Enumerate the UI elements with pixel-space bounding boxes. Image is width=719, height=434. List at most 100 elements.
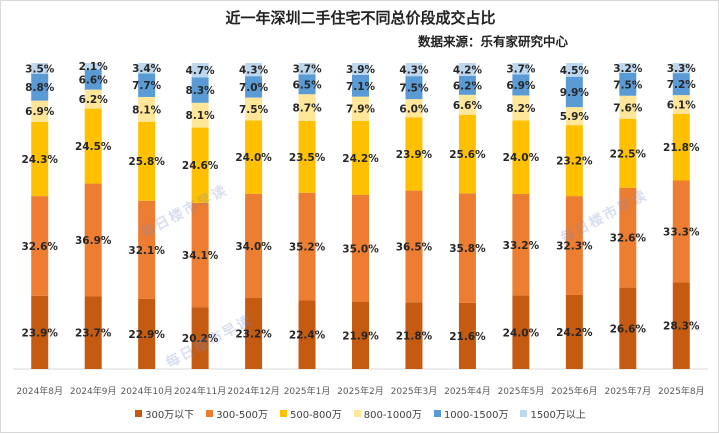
- data-label: 23.5%: [289, 152, 326, 164]
- data-label: 36.9%: [75, 235, 112, 247]
- data-label: 7.0%: [239, 82, 269, 94]
- data-label: 24.6%: [182, 160, 219, 172]
- data-label: 7.9%: [346, 104, 376, 116]
- data-label: 20.2%: [182, 333, 219, 345]
- legend-swatch: [279, 410, 287, 417]
- bar-segment: [512, 193, 530, 296]
- bar-segment: [298, 192, 316, 301]
- data-label: 6.9%: [506, 80, 536, 92]
- bar-segment: [298, 300, 316, 369]
- data-label: 23.2%: [235, 329, 272, 341]
- data-label: 3.2%: [613, 63, 643, 75]
- legend-item: 1500万以上: [520, 406, 586, 421]
- bar-segment: [565, 107, 583, 126]
- bar-segment: [458, 193, 476, 303]
- bar-segment: [138, 121, 156, 201]
- bar-segment: [672, 63, 690, 74]
- chart-subtitle: 数据来源：乐有家研究中心: [417, 34, 568, 49]
- data-label: 6.9%: [25, 106, 55, 118]
- bar-segment: [512, 95, 530, 121]
- data-label: 32.6%: [610, 233, 647, 245]
- bar-segment: [352, 63, 369, 75]
- data-label: 21.9%: [342, 330, 379, 342]
- data-label: 26.6%: [610, 323, 647, 335]
- data-label: 4.3%: [239, 65, 269, 77]
- data-label: 7.5%: [239, 104, 269, 116]
- data-label: 6.1%: [667, 99, 697, 111]
- bar-segment: [565, 196, 583, 295]
- legend-item: 500-800万: [279, 406, 342, 421]
- bar-segment: [352, 301, 369, 369]
- bar-segment: [672, 180, 690, 283]
- data-label: 6.5%: [292, 79, 322, 91]
- x-tick-label: 2024年8月: [16, 385, 63, 397]
- bar-segment: [191, 202, 209, 308]
- chart-legend: 300万以下 300-500万 500-800万 800-1000万 1000-1500…: [1, 406, 719, 421]
- x-tick-label: 2024年10月: [120, 385, 172, 397]
- bar-segment: [458, 75, 476, 95]
- data-label: 25.6%: [449, 149, 486, 161]
- bar-segment: [31, 295, 49, 369]
- data-label: 25.8%: [128, 156, 165, 168]
- bar-segment: [31, 100, 49, 122]
- bar-segment: [619, 118, 637, 188]
- bar-segment: [405, 99, 423, 118]
- data-label: 24.0%: [235, 152, 272, 164]
- chart-title: 近一年深圳二手住宅不同总价段成交占比: [225, 9, 496, 27]
- bar-segment: [31, 196, 49, 296]
- data-label: 34.0%: [235, 241, 272, 253]
- bar-segment: [31, 73, 49, 101]
- legend-item: 300万以下: [135, 406, 194, 421]
- data-label: 7.1%: [346, 81, 376, 93]
- legend-item: 800-1000万: [353, 406, 422, 421]
- bar-segment: [138, 63, 156, 74]
- x-tick-label: 2025年8月: [658, 385, 705, 397]
- bar-segment: [191, 77, 209, 103]
- data-label: 22.4%: [289, 330, 326, 342]
- data-label: 23.9%: [22, 327, 59, 339]
- data-label: 23.2%: [556, 156, 593, 168]
- bar-segment: [191, 63, 209, 78]
- bar-segment: [512, 63, 530, 75]
- bar-segment: [352, 96, 369, 121]
- bar-segment: [458, 302, 476, 369]
- data-label: 33.3%: [663, 226, 700, 238]
- data-label: 6.2%: [79, 94, 109, 106]
- data-label: 3.5%: [25, 63, 55, 75]
- data-label: 3.3%: [667, 63, 697, 75]
- x-tick-label: 2025年5月: [498, 385, 545, 397]
- bar-segment: [512, 295, 530, 369]
- bar-segment: [672, 113, 690, 181]
- data-label: 22.5%: [610, 148, 647, 160]
- bar-segment: [565, 76, 583, 108]
- x-tick-label: 2025年2月: [337, 385, 384, 397]
- data-label: 9.9%: [560, 87, 590, 99]
- data-label: 4.2%: [453, 64, 483, 76]
- data-label: 23.7%: [75, 328, 112, 340]
- data-label: 8.3%: [186, 85, 216, 97]
- bar-segment: [191, 127, 209, 203]
- legend-swatch: [353, 410, 361, 417]
- data-label: 21.8%: [396, 331, 433, 343]
- x-tick-label: 2025年1月: [284, 385, 331, 397]
- legend-swatch: [520, 410, 528, 417]
- x-tick-label: 2024年9月: [70, 385, 117, 397]
- data-label: 7.5%: [399, 83, 429, 95]
- bar-segment: [298, 74, 316, 95]
- data-label: 8.1%: [132, 104, 162, 116]
- data-label: 2.1%: [79, 61, 109, 73]
- data-label: 24.0%: [503, 152, 540, 164]
- data-label: 32.6%: [22, 241, 59, 253]
- data-label: 4.7%: [186, 65, 216, 77]
- legend-label: 800-1000万: [363, 410, 422, 421]
- data-label: 6.0%: [399, 103, 429, 115]
- bar-segment: [672, 282, 690, 369]
- bar-segment: [245, 120, 263, 194]
- legend-label: 500-800万: [289, 410, 342, 421]
- bar-segment: [352, 194, 369, 302]
- bar-segment: [405, 63, 423, 77]
- bar-segment: [138, 73, 156, 97]
- data-label: 3.7%: [292, 64, 322, 76]
- data-label: 24.5%: [75, 141, 112, 153]
